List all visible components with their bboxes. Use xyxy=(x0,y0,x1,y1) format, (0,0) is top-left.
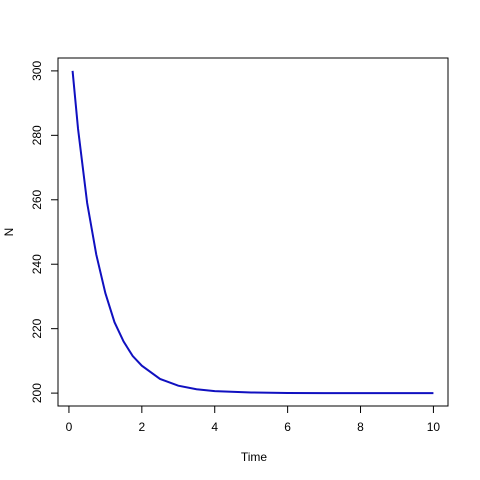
data-line xyxy=(71,70,434,395)
y-tick-label: 280 xyxy=(30,125,44,145)
y-tick-label: 200 xyxy=(30,383,44,403)
y-tick-label: 300 xyxy=(30,61,44,81)
x-tick-label: 10 xyxy=(427,420,441,434)
x-tick-label: 8 xyxy=(357,420,364,434)
y-tick-label: 240 xyxy=(30,254,44,274)
plot-box xyxy=(57,57,449,407)
x-tick-label: 6 xyxy=(284,420,291,434)
x-axis-label: Time xyxy=(241,450,268,464)
y-tick-label: 260 xyxy=(30,189,44,209)
x-tick-label: 2 xyxy=(138,420,145,434)
y-axis-label: N xyxy=(2,228,16,237)
y-tick-label: 220 xyxy=(30,318,44,338)
x-tick-label: 0 xyxy=(66,420,73,434)
x-tick-label: 4 xyxy=(211,420,218,434)
